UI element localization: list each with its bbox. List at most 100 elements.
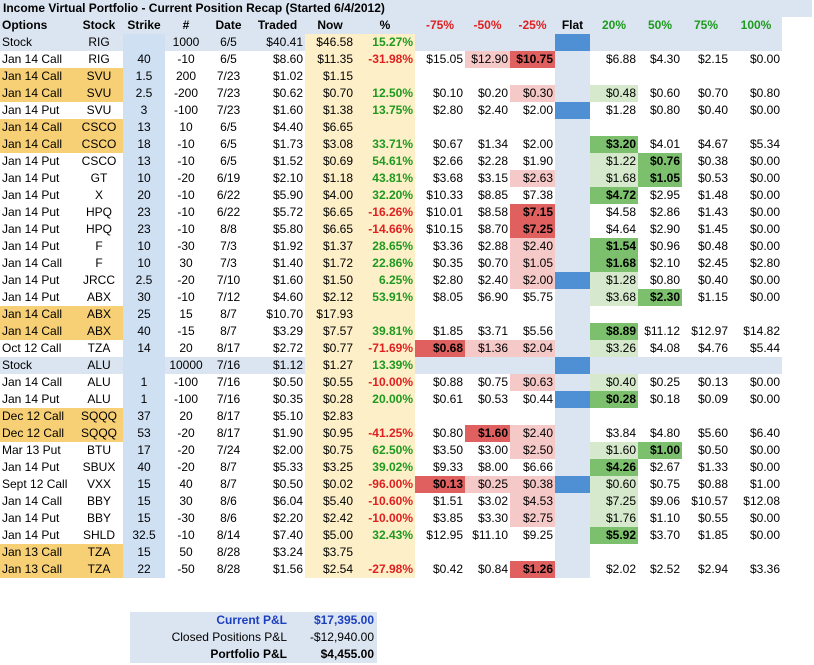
m25-cell: $7.15	[510, 204, 555, 221]
m75-cell: $10.33	[426, 188, 463, 202]
column-header: -25%	[510, 17, 555, 34]
qty-cell: -10	[177, 188, 195, 202]
m50-cell: $11.10	[472, 528, 508, 542]
pct-cell	[355, 306, 415, 323]
g100-cell	[730, 119, 782, 136]
g100-cell: $0.00	[749, 460, 780, 474]
traded-cell: $5.90	[272, 188, 303, 202]
pct-cell	[355, 119, 415, 136]
m75-cell	[415, 34, 465, 51]
option-cell: Jan 14 Put	[2, 171, 60, 185]
m50-cell	[465, 119, 510, 136]
m50-cell: $0.70	[477, 256, 508, 270]
column-header: Strike	[123, 17, 165, 34]
g50-cell: $4.80	[649, 426, 680, 440]
header-row: Options Stock Strike # Date Traded Now% -75% -50…	[0, 17, 782, 34]
flat-cell	[555, 238, 590, 255]
flat-cell	[555, 272, 590, 289]
pct-cell: -71.69%	[355, 340, 415, 357]
now-cell: $0.02	[305, 476, 355, 493]
traded-cell: $0.50	[272, 375, 303, 389]
qty-cell: -10	[177, 205, 195, 219]
m75-cell: $12.95	[426, 528, 463, 542]
now-cell: $0.69	[305, 153, 355, 170]
strike-cell: 15	[123, 476, 165, 493]
g20-cell	[590, 34, 638, 51]
flat-cell	[555, 510, 590, 527]
stock-cell: SQQQ	[75, 425, 123, 442]
g100-cell: $12.08	[743, 494, 780, 508]
g20-cell: $3.26	[590, 340, 638, 357]
pct-cell: 6.25%	[355, 272, 415, 289]
m75-cell: $10.01	[426, 205, 463, 219]
m25-cell: $2.63	[510, 170, 555, 187]
g50-cell: $0.80	[649, 103, 680, 117]
g50-cell: $2.95	[649, 188, 680, 202]
table-row: Jan 14 Call SVU 2.5 -200 7/23 $0.62 $0.70 12.50…	[0, 85, 782, 102]
table-row: Jan 14 Call ABX 40 -15 8/7 $3.29 $7.57 39.81% $1…	[0, 323, 782, 340]
m75-cell: $0.13	[415, 476, 465, 493]
strike-cell: 1.5	[123, 68, 165, 85]
g50-cell: $1.10	[649, 511, 680, 525]
g20-cell: $3.68	[590, 289, 638, 306]
now-cell: $6.65	[305, 204, 355, 221]
g100-cell: $0.00	[749, 273, 780, 287]
traded-cell: $5.33	[272, 460, 303, 474]
g100-cell: $0.00	[749, 205, 780, 219]
g20-cell: $1.28	[605, 103, 636, 117]
traded-cell: $1.92	[272, 239, 303, 253]
table-row: Jan 14 Put SHLD 32.5 -10 8/14 $7.40 $5.00 32.43…	[0, 527, 782, 544]
strike-cell: 22	[123, 561, 165, 578]
pct-cell: 22.86%	[355, 255, 415, 272]
strike-cell: 15	[123, 510, 165, 527]
table-row: Jan 14 Put HPQ 23 -10 6/22 $5.72 $6.65 -16.26% $…	[0, 204, 782, 221]
date-cell: 7/24	[216, 443, 241, 457]
g20-cell: $1.54	[590, 238, 638, 255]
m25-cell: $4.53	[510, 493, 555, 510]
stock-cell: RIG	[88, 35, 110, 49]
g100-cell	[730, 544, 782, 561]
m25-cell: $0.30	[510, 85, 555, 102]
table-row: Jan 14 Put ALU 1 -100 7/16 $0.35 $0.28 20.00% $0…	[0, 391, 782, 408]
now-cell: $1.50	[305, 272, 355, 289]
date-cell: 7/3	[220, 256, 237, 270]
g75-cell: $0.13	[697, 375, 728, 389]
option-cell: Dec 12 Call	[0, 425, 75, 442]
stock-cell: BTU	[87, 443, 111, 457]
g75-cell: $1.85	[697, 528, 728, 542]
table-row: Jan 14 Call ABX 25 15 8/7 $10.70 $17.93	[0, 306, 782, 323]
now-cell: $5.00	[305, 527, 355, 544]
date-cell: 7/16	[216, 375, 241, 389]
g100-cell: $1.00	[749, 477, 780, 491]
g20-cell: $1.60	[590, 442, 638, 459]
flat-cell	[555, 289, 590, 306]
m50-cell: $0.53	[477, 392, 508, 406]
table-row: Jan 14 Call CSCO 13 10 6/5 $4.40 $6.65	[0, 119, 782, 136]
g20-cell: $8.89	[590, 323, 638, 340]
m50-cell: $2.88	[477, 239, 508, 253]
m50-cell: $8.58	[477, 205, 508, 219]
m75-cell: $3.36	[432, 239, 463, 253]
qty-cell: -30	[177, 511, 195, 525]
g100-cell: $0.00	[749, 52, 780, 66]
strike-cell: 2.5	[123, 272, 165, 289]
m50-cell: $8.85	[477, 188, 508, 202]
column-header: Stock	[75, 17, 123, 34]
now-cell: $1.15	[305, 68, 355, 85]
date-cell: 7/23	[216, 86, 241, 100]
flat-cell	[555, 493, 590, 510]
g20-cell: $3.84	[605, 426, 636, 440]
g50-cell: $0.96	[649, 239, 680, 253]
date-cell: 8/7	[220, 477, 237, 491]
position-table: Options Stock Strike # Date Traded Now% -75% -50…	[0, 17, 782, 578]
qty-cell: -20	[177, 171, 195, 185]
g75-cell: $1.43	[697, 205, 728, 219]
g50-cell: $1.05	[638, 170, 682, 187]
option-cell: Jan 14 Call	[0, 136, 75, 153]
date-cell: 7/3	[220, 239, 237, 253]
g100-cell: $6.40	[749, 426, 780, 440]
g20-cell	[590, 544, 638, 561]
m25-cell: $1.90	[522, 154, 553, 168]
column-header: %	[355, 17, 415, 34]
flat-cell	[555, 34, 590, 51]
